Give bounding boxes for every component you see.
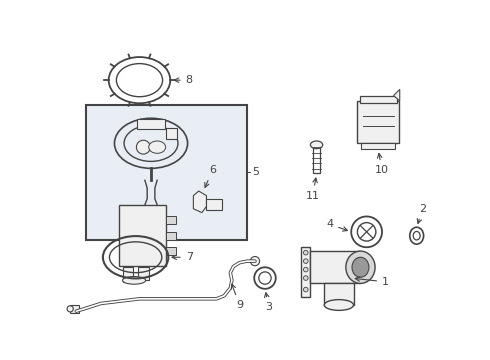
Circle shape — [303, 287, 308, 292]
Bar — [324, 283, 354, 305]
Bar — [206, 199, 222, 210]
Bar — [122, 266, 133, 282]
Circle shape — [303, 267, 308, 272]
Text: 1: 1 — [355, 277, 389, 287]
Text: 8: 8 — [174, 75, 193, 85]
Bar — [167, 128, 177, 139]
Circle shape — [250, 256, 260, 266]
Text: 5: 5 — [252, 167, 259, 177]
Text: 3: 3 — [265, 293, 272, 312]
Bar — [167, 247, 175, 255]
Ellipse shape — [346, 251, 375, 283]
Text: 6: 6 — [205, 165, 216, 187]
Circle shape — [303, 259, 308, 264]
Text: 9: 9 — [231, 284, 243, 310]
Bar — [70, 305, 79, 313]
Bar — [361, 143, 395, 149]
Text: 4: 4 — [326, 219, 347, 231]
Bar — [167, 216, 175, 224]
Bar — [119, 205, 167, 266]
Bar — [137, 119, 165, 130]
Bar — [313, 147, 320, 173]
Bar — [138, 266, 149, 280]
Bar — [301, 247, 311, 297]
Circle shape — [136, 140, 150, 154]
Bar — [167, 232, 175, 239]
Bar — [86, 105, 247, 239]
Ellipse shape — [149, 141, 166, 153]
Circle shape — [67, 306, 74, 312]
Ellipse shape — [324, 300, 354, 310]
Text: 10: 10 — [375, 153, 389, 175]
Ellipse shape — [352, 257, 369, 277]
Circle shape — [303, 250, 308, 255]
Text: 7: 7 — [172, 252, 193, 262]
Text: 2: 2 — [417, 204, 426, 224]
Bar — [360, 95, 397, 103]
Polygon shape — [194, 191, 206, 213]
Ellipse shape — [311, 141, 323, 149]
Bar — [311, 251, 361, 283]
Bar — [357, 101, 399, 143]
Polygon shape — [393, 89, 400, 101]
Circle shape — [303, 276, 308, 280]
Text: 11: 11 — [306, 178, 319, 201]
Ellipse shape — [122, 276, 146, 284]
